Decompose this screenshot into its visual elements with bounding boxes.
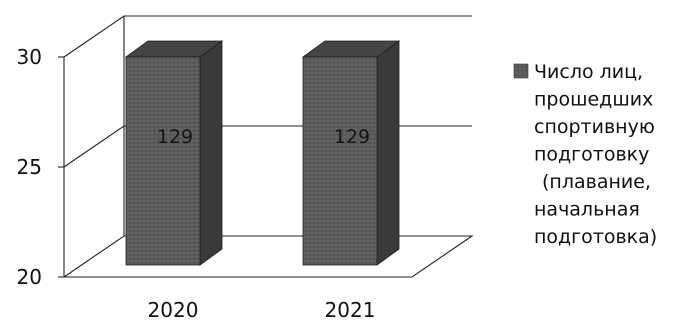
data-label: 129 — [157, 126, 193, 148]
gridlines — [63, 15, 472, 168]
gridline — [63, 125, 472, 168]
bar-side-face — [376, 40, 400, 266]
bar-2020 — [124, 40, 224, 266]
legend-line: начальная — [534, 199, 640, 221]
bar-front-face — [125, 56, 201, 266]
x-tick-label: 2020 — [148, 298, 199, 322]
y-axis-tick-labels: 20 25 30 — [17, 45, 42, 289]
y-tick-label: 30 — [17, 45, 42, 69]
data-label: 129 — [334, 126, 370, 148]
legend-swatch — [513, 63, 529, 79]
x-axis-tick-labels: 2020 2021 — [148, 298, 376, 322]
floor-outline — [62, 235, 474, 278]
legend-line: спортивную — [534, 116, 655, 138]
chart-floor — [62, 235, 474, 278]
bars — [124, 40, 401, 266]
bar-2021 — [301, 40, 401, 266]
legend-label: Число лиц, прошедших спортивную подготовку (… — [534, 61, 657, 248]
legend-line: подготовка) — [534, 226, 657, 248]
axes — [58, 16, 125, 278]
legend-line: Число лиц, — [534, 61, 643, 83]
y-tick-label: 20 — [17, 265, 42, 289]
x-tick-label: 2021 — [325, 298, 376, 322]
bar-side-face — [199, 40, 223, 266]
gridline — [63, 15, 472, 58]
bar-front-face — [302, 56, 378, 266]
legend-line: прошедших — [534, 89, 653, 111]
legend-line: подготовку — [534, 144, 649, 166]
legend: Число лиц, прошедших спортивную подготовку (… — [513, 61, 657, 248]
y-tick-label: 25 — [17, 155, 42, 179]
data-labels: 129 129 — [157, 126, 370, 148]
legend-line: (плавание, — [542, 171, 651, 193]
